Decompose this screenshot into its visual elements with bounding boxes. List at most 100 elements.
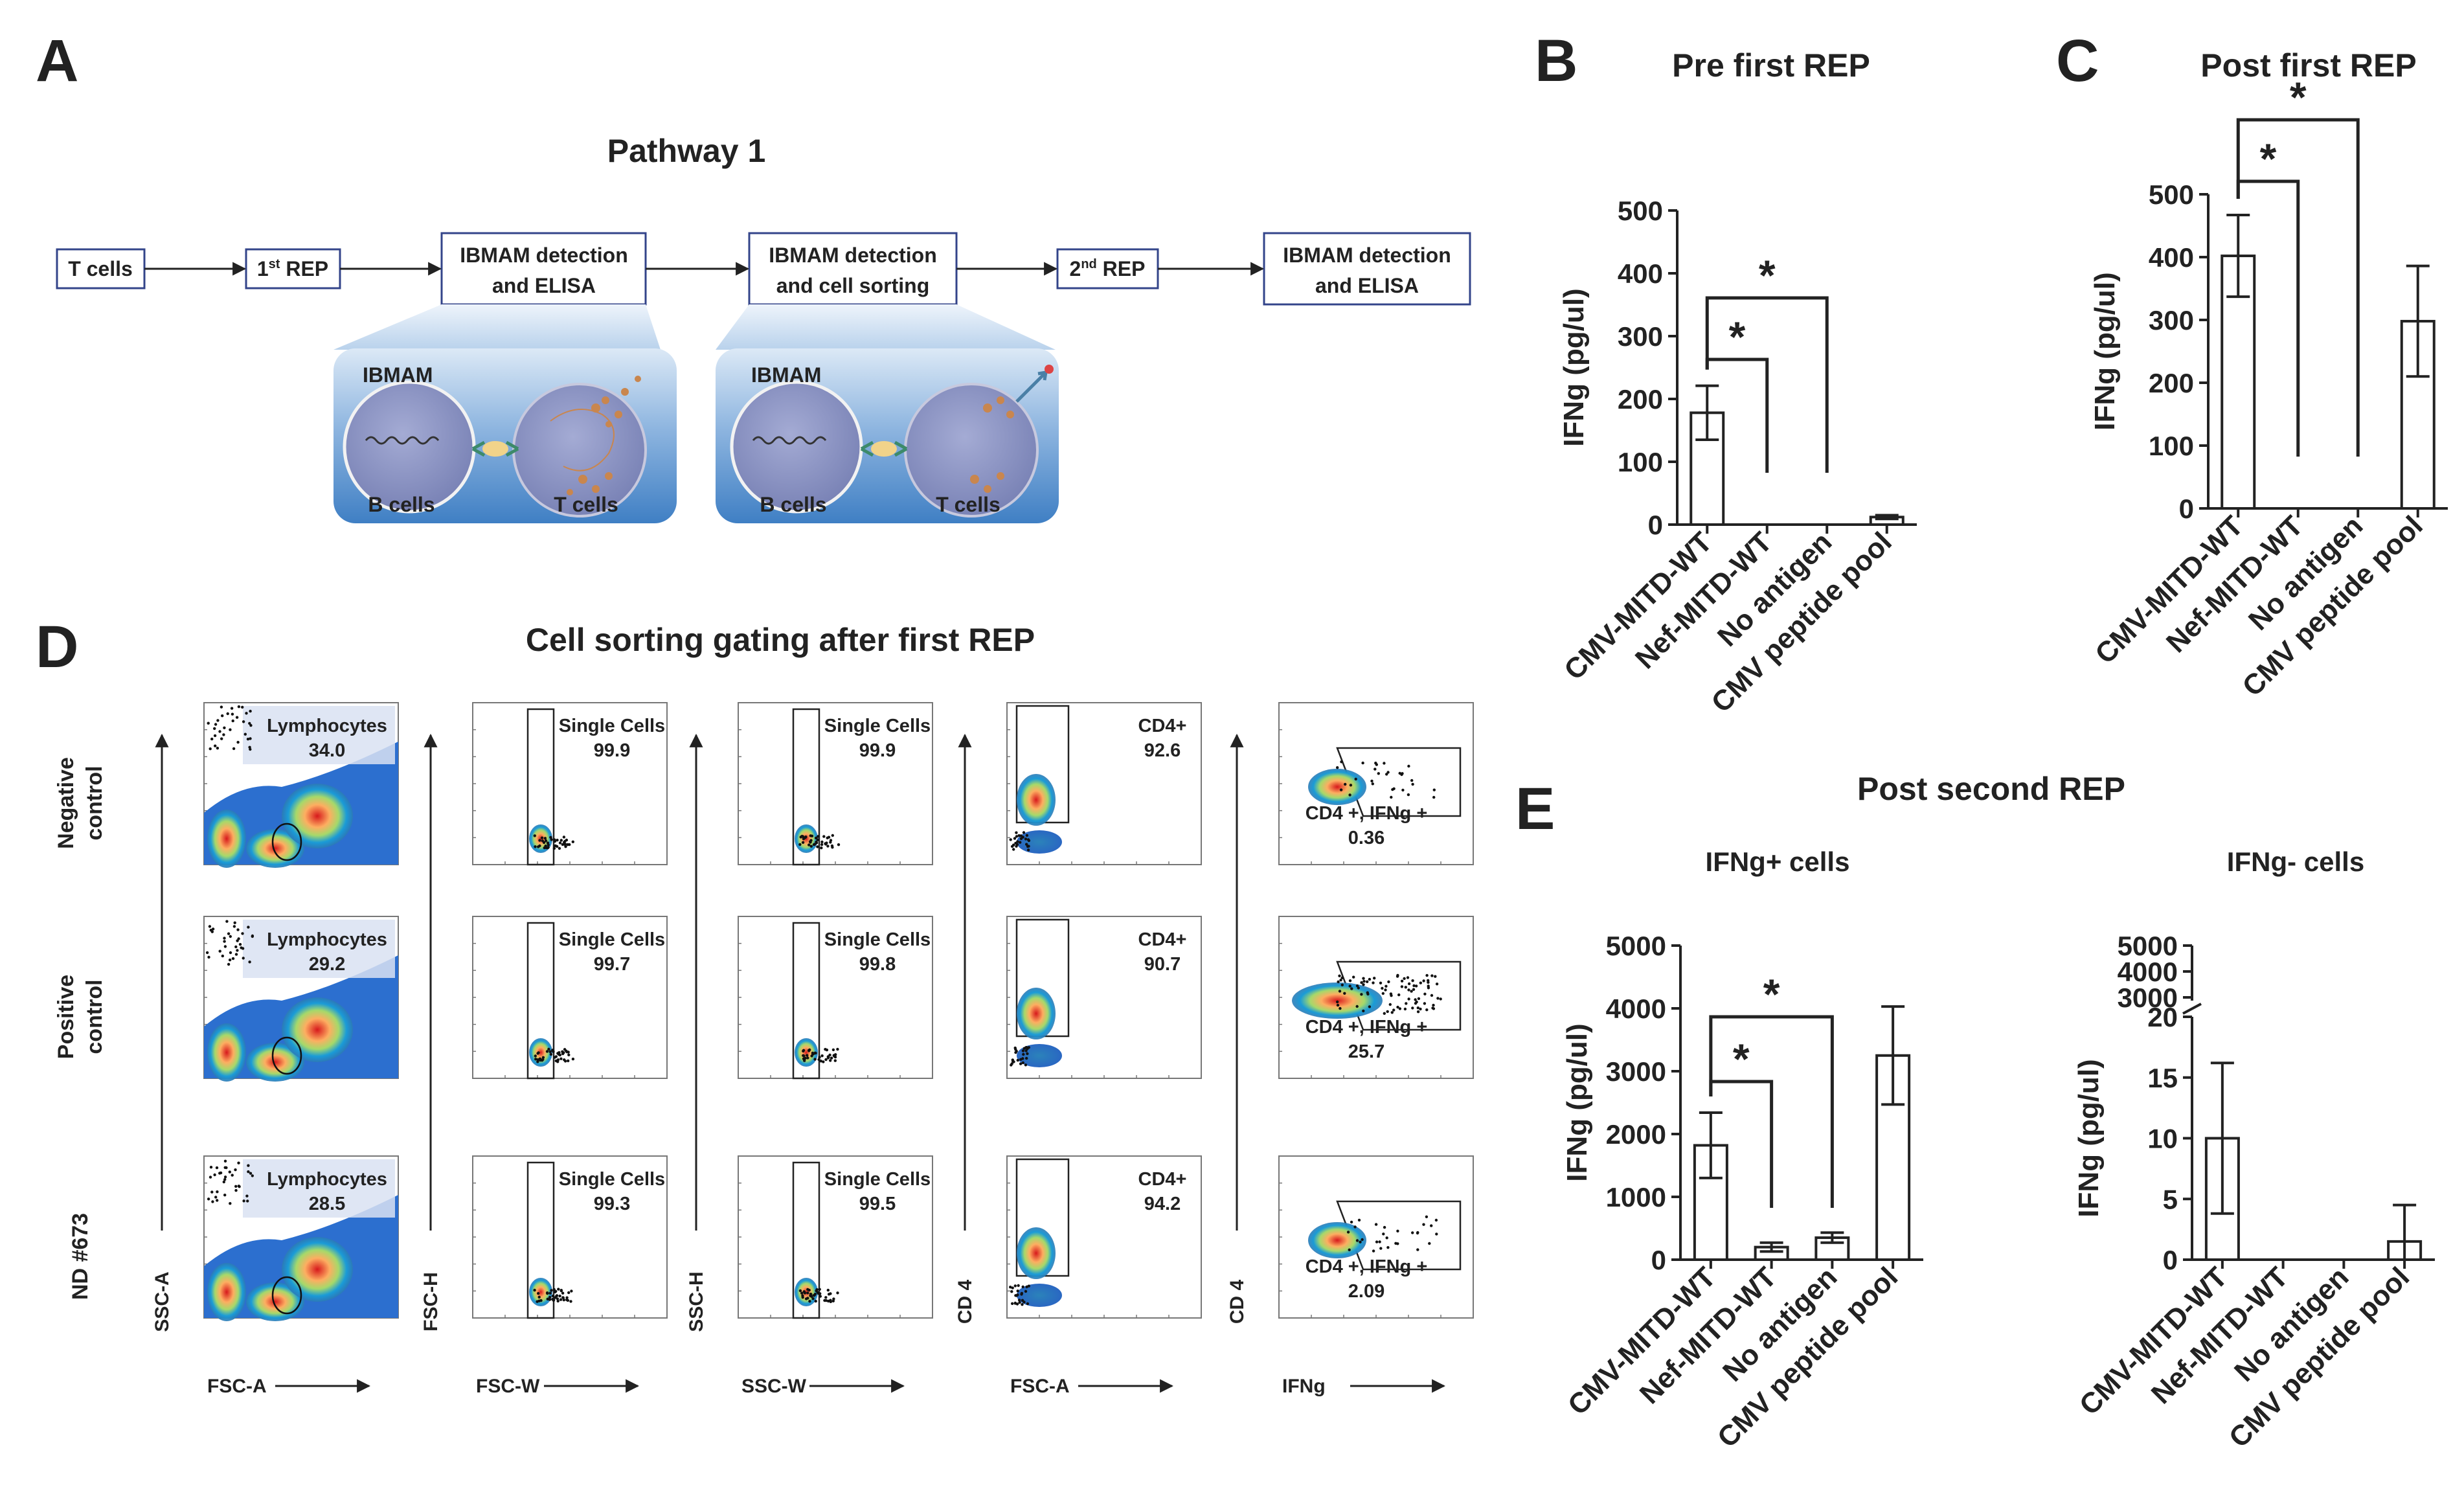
event-dot [1377,772,1380,775]
event-dot [804,1056,807,1060]
event-dot [832,1054,836,1057]
y-tick-label: 5000 [2118,931,2178,961]
flow-box-label: 1st REP [257,257,328,280]
event-dot [571,1058,575,1061]
gate-name: CD4+ [1138,716,1187,736]
event-dot [1427,986,1430,990]
inset-elisa-schematic: IBMAM B cells T cells [333,304,677,523]
event-dot [241,932,244,935]
density-blob [1017,988,1056,1039]
event-dot [1339,979,1342,982]
event-dot [567,1291,571,1295]
event-dot [800,1291,804,1295]
event-dot [1396,1005,1399,1009]
event-dot [237,937,240,940]
event-dot [1354,777,1357,781]
event-dot [223,945,227,948]
y-tick-label: 0 [1648,510,1663,540]
event-dot [213,727,216,731]
event-dot [1010,1290,1013,1293]
event-dot [1339,1006,1342,1010]
event-dot [1416,1010,1420,1014]
gate-value: 99.7 [594,954,630,975]
facs-x-axis-label: FSC-W [476,1376,540,1397]
receptor-icon [860,440,908,457]
y-tick-label: 400 [1618,258,1663,289]
event-dot [808,840,812,843]
event-dot [1343,992,1346,995]
y-tick-label: 3000 [1606,1056,1666,1087]
event-dot [1018,1300,1021,1304]
event-dot [247,1170,250,1174]
event-dot [817,1291,820,1295]
gate-name: Single Cells [559,716,665,736]
event-dot [1419,1007,1422,1011]
event-dot [1012,1060,1015,1063]
event-dot [1346,1231,1350,1234]
inset-right-label: T cells [936,493,1000,516]
facs-row-label: control [82,766,107,840]
event-dot [1026,848,1030,852]
event-dot [216,747,220,750]
event-dot [1372,981,1375,984]
event-dot [534,1054,537,1058]
flow-box-t-cells: T cells [56,248,146,289]
event-dot [221,714,224,718]
gate-name: Lymphocytes [267,929,387,950]
density-blob [207,1023,246,1082]
gate-shape [792,1161,820,1319]
event-dot [238,943,242,946]
facs-plot: Lymphocytes 29.2 [203,916,399,1082]
event-dot [1336,1000,1339,1004]
event-dot [828,1053,831,1057]
event-dot [1411,782,1414,786]
event-dot [236,949,239,952]
event-dot [215,1166,219,1170]
event-dot [236,928,240,931]
event-dot [1403,1007,1407,1011]
event-dot [545,1291,549,1295]
significance-star: * [1759,251,1776,299]
gate-value: 99.5 [859,1194,896,1214]
event-dot [808,1049,811,1052]
event-dot [547,846,550,849]
event-dot [1023,1047,1026,1050]
event-dot [564,845,567,848]
event-dot [829,1292,832,1295]
event-dot [802,837,806,841]
event-dot [1360,981,1363,984]
gate-name: Single Cells [559,929,665,950]
flow-box-detection-elisa-1: IBMAM detection and ELISA [440,232,647,306]
event-dot [1021,1049,1025,1052]
density-blob [795,1278,818,1306]
event-dot [565,838,569,842]
event-dot [806,1288,809,1291]
event-dot [1383,1225,1386,1229]
event-dot [247,1164,250,1167]
density-blob [529,1038,552,1067]
event-dot [1392,1008,1396,1012]
event-dot [246,738,250,741]
event-dot [537,1291,540,1295]
event-dot [817,1058,820,1061]
event-dot [1401,788,1405,792]
event-dot [1381,986,1384,990]
panel-label-b: B [1535,28,1577,94]
event-dot [223,1175,227,1179]
flow-box-detection-sorting: IBMAM detection and cell sorting [748,232,958,306]
event-dot [540,836,544,839]
event-dot [1348,984,1351,988]
event-dot [812,1052,815,1056]
event-dot [822,1060,825,1063]
event-dot [1015,835,1019,838]
event-dot [1372,1249,1375,1253]
event-dot [1398,1007,1402,1010]
y-tick-label: 200 [1618,384,1663,414]
facs-plot-frame [472,916,668,1079]
event-dot [1362,980,1366,983]
event-dot [556,839,559,842]
dna-icon [752,436,827,445]
y-tick-label: 5 [2163,1184,2178,1214]
event-dot [211,1200,214,1203]
event-dot [1350,987,1353,990]
